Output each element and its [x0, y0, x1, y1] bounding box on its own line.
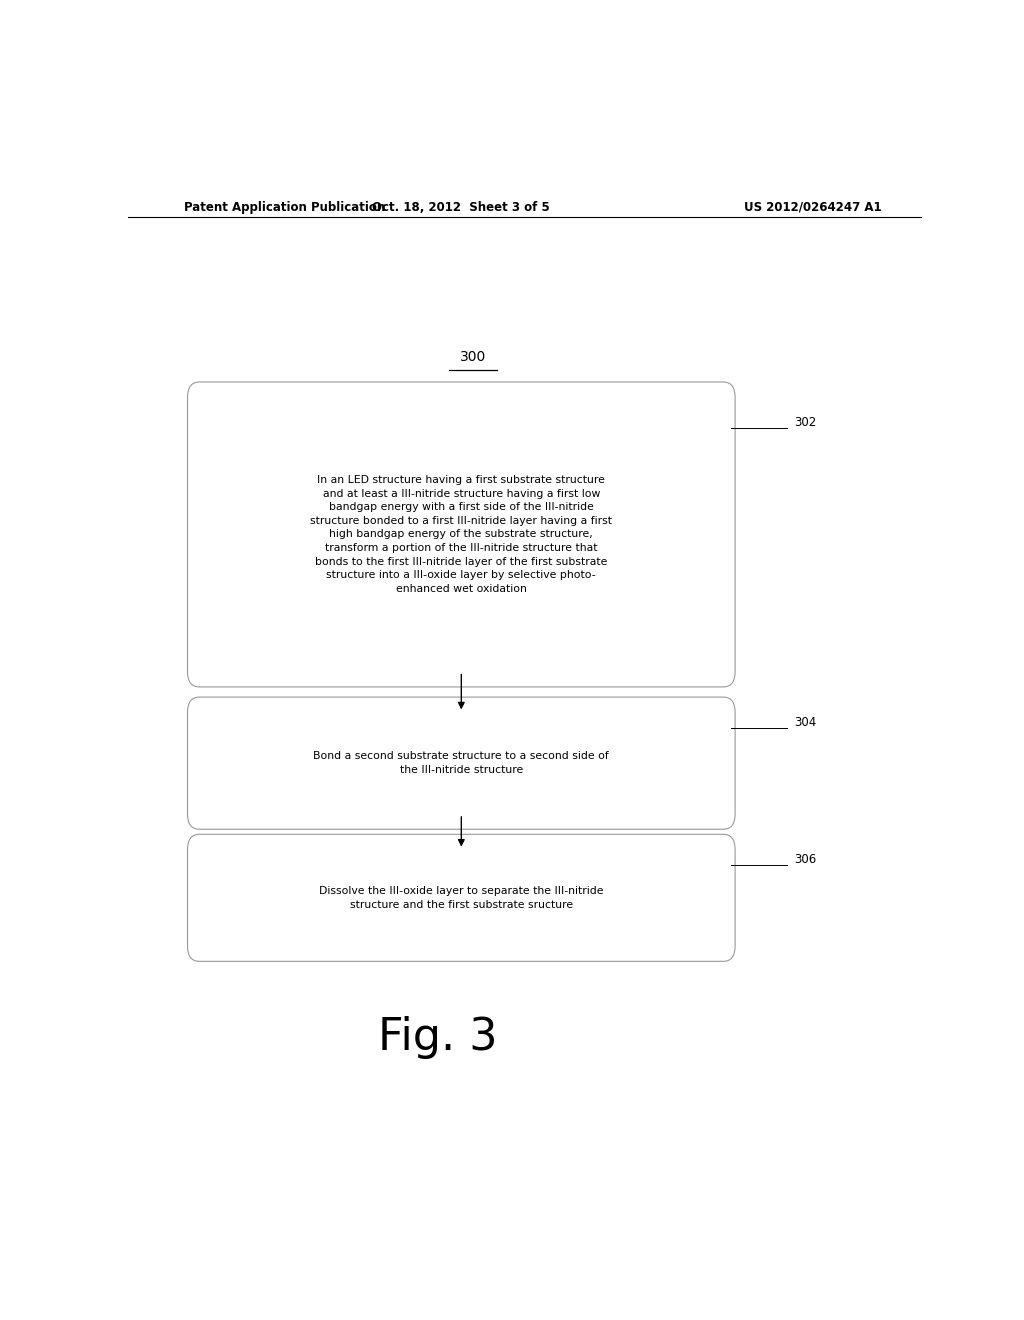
FancyBboxPatch shape [187, 697, 735, 829]
Text: Fig. 3: Fig. 3 [378, 1016, 498, 1059]
Text: 304: 304 [795, 715, 817, 729]
Text: Dissolve the III-oxide layer to separate the III-nitride
structure and the first: Dissolve the III-oxide layer to separate… [319, 886, 603, 909]
Text: 300: 300 [460, 350, 486, 363]
Text: Oct. 18, 2012  Sheet 3 of 5: Oct. 18, 2012 Sheet 3 of 5 [373, 201, 550, 214]
Text: 306: 306 [795, 853, 817, 866]
Text: Bond a second substrate structure to a second side of
the III-nitride structure: Bond a second substrate structure to a s… [313, 751, 609, 775]
Text: 302: 302 [795, 416, 817, 429]
FancyBboxPatch shape [187, 834, 735, 961]
FancyBboxPatch shape [187, 381, 735, 686]
Text: Patent Application Publication: Patent Application Publication [183, 201, 385, 214]
Text: In an LED structure having a first substrate structure
and at least a III-nitrid: In an LED structure having a first subst… [310, 475, 612, 594]
Text: US 2012/0264247 A1: US 2012/0264247 A1 [744, 201, 882, 214]
